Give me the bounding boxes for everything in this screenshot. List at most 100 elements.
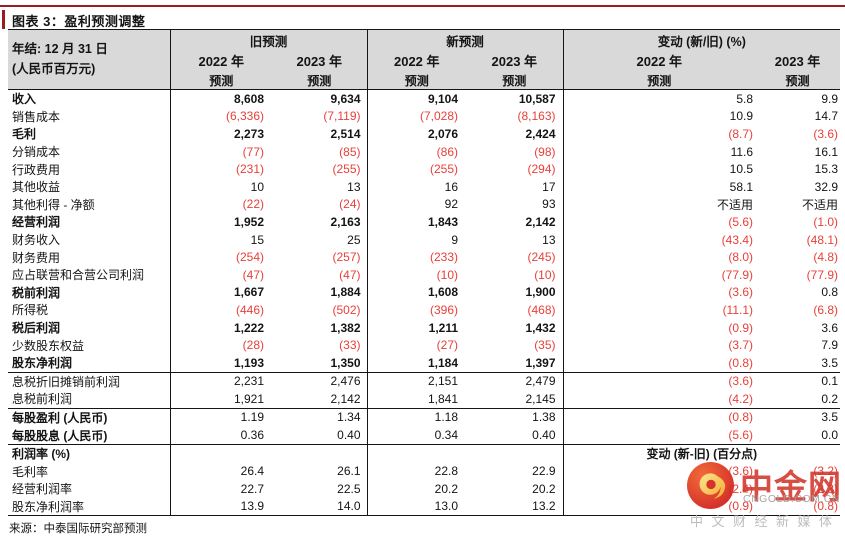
cell: 9,104 (366, 89, 467, 108)
cell: 9.9 (821, 91, 839, 106)
row-label: 行政费用 (12, 162, 61, 177)
table-row: 股东净利润 1,193 1,350 1,184 1,397 (0.8) 3.5 (8, 353, 841, 373)
forecast-label: 预测 (562, 71, 756, 90)
cell: 0.36 (169, 426, 272, 445)
row-label: 毛利 (12, 127, 37, 142)
cell: (0.8) (562, 353, 756, 373)
cell: 16 (366, 177, 467, 196)
cell: (28) (169, 336, 272, 354)
cell: 0.0 (755, 426, 841, 445)
cell: 1,608 (366, 283, 467, 302)
cell: 2,142 (525, 214, 556, 229)
cell: 25 (347, 232, 361, 247)
cell: (3.7) (562, 336, 756, 354)
cell: 2,145 (466, 390, 564, 409)
row-label: 其他利得 - 净额 (12, 197, 95, 212)
cell: 1,184 (366, 353, 467, 373)
cell: 1,921 (169, 390, 272, 409)
cell: 2,479 (525, 374, 556, 389)
cell: 16.1 (814, 144, 839, 159)
table-row: 财务费用 (254) (257) (233) (245) (8.0) (4.8) (8, 248, 840, 266)
cell: 3.5 (821, 410, 839, 425)
table-row: 毛利 2,273 2,514 2,076 2,424 (8.7) (3.6) (8, 125, 840, 143)
table-body: 收入 8,608 9,634 9,104 10,587 5.8 9.9 销售成本 (6,336)… (8, 89, 841, 517)
cell: (4.2) (562, 390, 756, 409)
cngold-watermark-name: 中金网 (740, 468, 842, 505)
cell: (77.9) (806, 267, 839, 282)
cell: 22.5 (337, 481, 361, 496)
row-label: 税前利润 (12, 285, 61, 300)
cell: 15.3 (814, 162, 839, 177)
cell: 1,884 (330, 285, 361, 300)
row-label: 所得税 (12, 303, 49, 318)
row-label: 销售成本 (12, 109, 61, 124)
cell: 1,397 (466, 353, 564, 373)
cell: 1,667 (169, 283, 272, 302)
cell: (245) (527, 250, 556, 265)
cell: (6.8) (813, 302, 839, 317)
cell: 1,952 (169, 213, 272, 231)
cell: (24) (339, 197, 361, 212)
cell: 10.9 (562, 107, 756, 126)
cell: (4.8) (813, 250, 839, 265)
row-label: 财务费用 (12, 250, 61, 265)
cell: (254) (169, 248, 272, 266)
cell: 2,231 (169, 372, 272, 391)
cell: (8.0) (562, 248, 756, 266)
table-row: 收入 8,608 9,634 9,104 10,587 5.8 9.9 (8, 89, 840, 108)
table-header: 年结: 12 月 31 日 (人民币百万元) 旧预测 新预测 变动 (新/旧) … (8, 29, 841, 90)
col-header-new-2023: 2023 年 (466, 50, 564, 71)
cell: (468) (527, 302, 556, 317)
cell: 11.6 (562, 142, 756, 161)
cell: (10) (534, 267, 556, 282)
cell: 10.5 (562, 160, 756, 178)
cell: 2,514 (330, 126, 361, 141)
year-end-label: 年结: 12 月 31 日 (12, 42, 108, 57)
cell: 3.6 (821, 320, 839, 335)
table-row: 分销成本 (77) (85) (86) (98) 11.6 16.1 (8, 142, 840, 161)
cngold-watermark-domain: CNGOLD.COM.CN (743, 493, 840, 505)
currency-unit-label: (人民币百万元) (12, 61, 96, 76)
forecast-subheader-row: 预测 预测 预测 预测 预测 预测 (8, 71, 841, 90)
cell: 2,273 (169, 125, 272, 143)
cell: 13 (542, 232, 556, 247)
cell: (3.2) (813, 464, 839, 479)
table-row: 利润率 (%) 变动 (新-旧) (百分点) (8, 444, 841, 463)
cell: 22.7 (169, 480, 272, 498)
cell: (294) (527, 162, 556, 177)
row-label: 股东净利润 (8, 353, 170, 373)
cell: 92 (366, 195, 467, 214)
row-label: 经营利润率 (12, 482, 73, 497)
cell: (0.8) (755, 497, 841, 517)
cell: 1.38 (532, 410, 556, 425)
cell: 1,382 (330, 320, 361, 335)
cell: 1,193 (169, 353, 272, 373)
table-row: 其他利得 - 净额 (22) (24) 92 93 不适用 不适用 (8, 195, 840, 214)
row-label: 少数股东权益 (12, 338, 85, 353)
cell: 22.9 (532, 464, 556, 479)
cell: 1.34 (337, 410, 361, 425)
cell: 0.34 (366, 426, 467, 445)
cell: 13.9 (169, 497, 272, 517)
cell: 14.0 (272, 497, 368, 517)
cell: 22.8 (366, 462, 467, 481)
cell: 0.1 (821, 374, 839, 389)
table-row: 其他收益 10 13 16 17 58.1 32.9 (8, 177, 840, 196)
cell: (33) (339, 338, 361, 353)
cell: 32.9 (814, 179, 839, 194)
row-label: 毛利率 (12, 464, 49, 479)
top-accent-line (0, 5, 845, 7)
cell: 1.19 (169, 408, 272, 427)
table-row: 经营利润 1,952 2,163 1,843 2,142 (5.6) (1.0) (8, 213, 840, 231)
table-row: 每股盈利 (人民币) 1.19 1.34 1.18 1.38 (0.8) 3.5 (8, 408, 840, 427)
cell: 1,841 (366, 390, 467, 409)
cell: 20.2 (366, 480, 467, 498)
cell: 13.2 (466, 497, 564, 517)
cell: 5.8 (562, 89, 756, 108)
cell: (3.6) (562, 283, 756, 302)
table-row: 行政费用 (231) (255) (255) (294) 10.5 15.3 (8, 160, 840, 178)
profit-forecast-table: 年结: 12 月 31 日 (人民币百万元) 旧预测 新预测 变动 (新/旧) … (8, 29, 841, 517)
cell: (85) (339, 144, 361, 159)
cell: 17 (542, 179, 556, 194)
cell: (43.4) (562, 230, 756, 249)
